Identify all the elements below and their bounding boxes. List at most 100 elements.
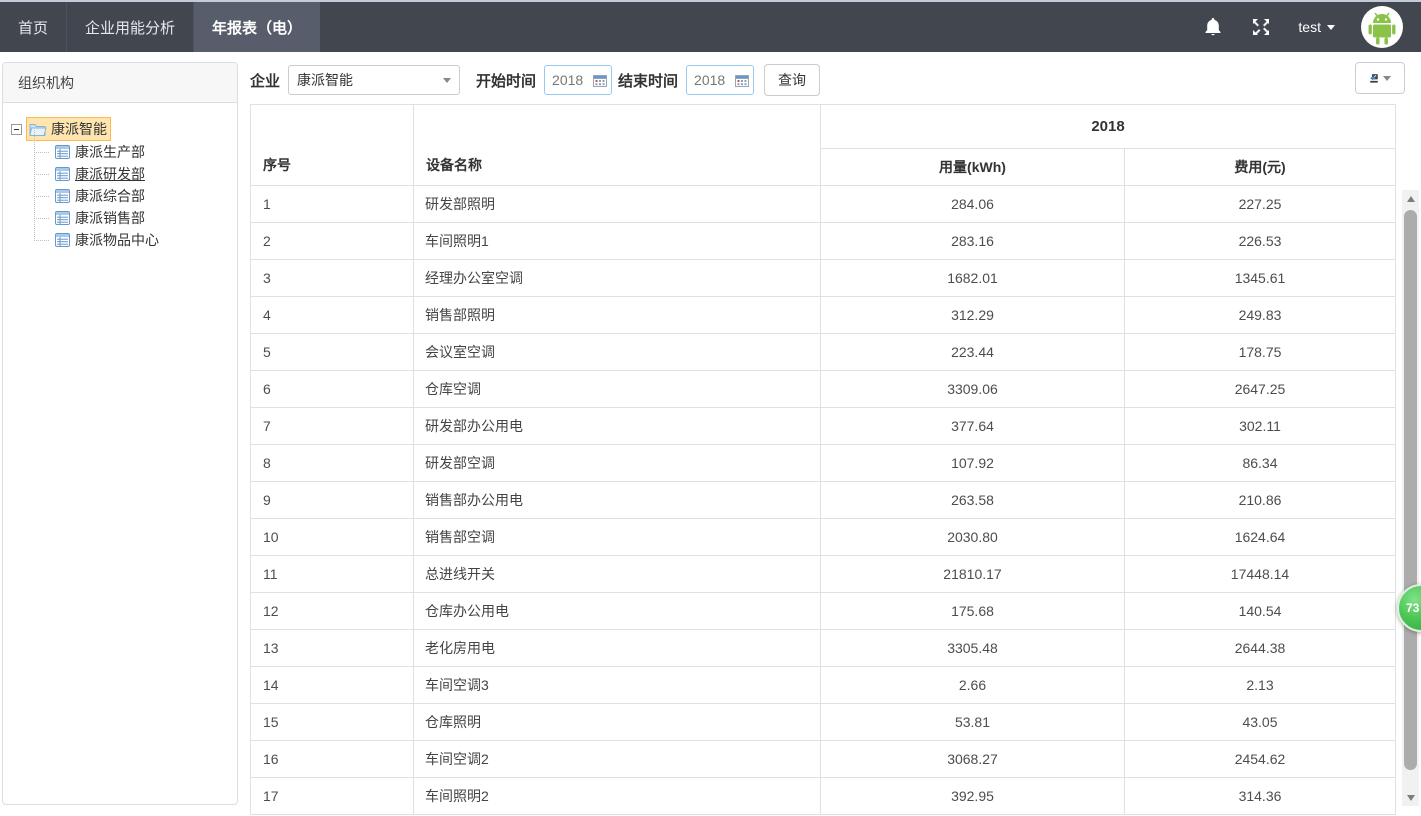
tree-node-label: 康派研发部	[75, 166, 145, 182]
calendar-icon[interactable]	[593, 74, 608, 87]
end-year-input[interactable]: 2018	[686, 65, 755, 95]
cell-usage: 3305.48	[820, 629, 1125, 667]
enterprise-select[interactable]: 康派智能	[288, 65, 461, 95]
cell-usage: 3068.27	[820, 740, 1125, 778]
cell-device: 研发部空调	[413, 444, 821, 482]
table-row: 1 研发部照明 284.06 227.25	[250, 185, 1396, 223]
cell-cost: 210.86	[1124, 481, 1396, 519]
nav-tab-0[interactable]: 首页	[0, 2, 68, 52]
tree-node-1[interactable]: 康派研发部	[25, 152, 237, 185]
cell-device: 仓库空调	[413, 370, 821, 408]
nav-tab-1[interactable]: 企业用能分析	[67, 2, 195, 52]
chevron-down-icon	[1383, 75, 1391, 81]
cell-cost: 86.34	[1124, 444, 1396, 482]
scroll-down-button[interactable]	[1402, 789, 1419, 806]
calendar-icon[interactable]	[735, 74, 750, 87]
cell-device: 研发部办公用电	[413, 407, 821, 445]
start-year-value: 2018	[552, 72, 584, 88]
cell-cost: 1624.64	[1124, 518, 1396, 556]
table-row: 7 研发部办公用电 377.64 302.11	[250, 407, 1396, 445]
enterprise-select-value: 康派智能	[297, 72, 354, 88]
cell-no: 17	[250, 777, 414, 815]
tree-node-2[interactable]: 康派综合部	[25, 174, 237, 207]
cell-device: 销售部照明	[413, 296, 821, 334]
cell-no: 8	[250, 444, 414, 482]
tree-node-0[interactable]: 康派生产部	[25, 130, 237, 163]
table-row: 11 总进线开关 21810.17 17448.14	[250, 555, 1396, 593]
fullscreen-icon[interactable]	[1250, 16, 1272, 38]
cell-no: 14	[250, 666, 414, 704]
tree-node-label: 康派综合部	[75, 188, 145, 204]
document-icon	[55, 145, 70, 159]
table-row: 8 研发部空调 107.92 86.34	[250, 444, 1396, 482]
top-navbar: 首页 企业用能分析 年报表（电） test	[0, 0, 1421, 52]
annual-report-table: 序号 设备名称 2018 用量(kWh) 费用(元) 1 研发部照明 284.06 2…	[250, 104, 1396, 815]
tree-node-root[interactable]: 康派智能	[26, 117, 111, 141]
cell-no: 2	[250, 222, 414, 260]
end-year-value: 2018	[694, 72, 726, 88]
vertical-scrollbar[interactable]	[1402, 190, 1419, 806]
cell-device: 老化房用电	[413, 629, 821, 667]
nav-tab-2[interactable]: 年报表（电）	[194, 2, 321, 52]
tree-node-3[interactable]: 康派销售部	[25, 196, 237, 229]
cell-no: 15	[250, 703, 414, 741]
collapse-toggle-icon[interactable]	[11, 123, 22, 135]
cell-cost: 140.54	[1124, 592, 1396, 630]
cell-usage: 223.44	[820, 333, 1125, 371]
enterprise-label: 企业	[250, 72, 281, 90]
scroll-up-button[interactable]	[1402, 190, 1419, 207]
cell-usage: 21810.17	[820, 555, 1125, 593]
start-year-input[interactable]: 2018	[544, 65, 613, 95]
table-row: 16 车间空调2 3068.27 2454.62	[250, 740, 1396, 778]
cell-usage: 175.68	[820, 592, 1125, 630]
cell-cost: 2454.62	[1124, 740, 1396, 778]
cell-cost: 17448.14	[1124, 555, 1396, 593]
tree-node-4[interactable]: 康派物品中心	[25, 218, 237, 251]
cell-usage: 107.92	[820, 444, 1125, 482]
table-row: 2 车间照明1 283.16 226.53	[250, 222, 1396, 260]
cell-usage: 2.66	[820, 666, 1125, 704]
table-row: 12 仓库办公用电 175.68 140.54	[250, 592, 1396, 630]
table-row: 9 销售部办公用电 263.58 210.86	[250, 481, 1396, 519]
cell-no: 11	[250, 555, 414, 593]
export-button[interactable]	[1355, 62, 1405, 94]
tree-children: 康派生产部康派研发部康派综合部 康派销售部康派物品中心	[25, 130, 237, 251]
cell-cost: 227.25	[1124, 185, 1396, 223]
filter-toolbar: 企业 康派智能 开始时间 2018 结束时间 2018	[250, 62, 1421, 98]
cell-no: 5	[250, 333, 414, 371]
tree-node-label: 康派物品中心	[75, 232, 159, 248]
sidebar-title: 组织机构	[3, 63, 237, 103]
table-row: 5 会议室空调 223.44 178.75	[250, 333, 1396, 371]
cell-cost: 302.11	[1124, 407, 1396, 445]
query-button[interactable]: 查询	[764, 64, 821, 96]
android-avatar[interactable]	[1361, 6, 1403, 48]
cell-usage: 2030.80	[820, 518, 1125, 556]
cell-no: 7	[250, 407, 414, 445]
cell-device: 研发部照明	[413, 185, 821, 223]
cell-no: 1	[250, 185, 414, 223]
tree-node-label: 康派生产部	[75, 144, 145, 160]
cell-device: 总进线开关	[413, 555, 821, 593]
cell-no: 16	[250, 740, 414, 778]
cell-device: 车间空调3	[413, 666, 821, 704]
cell-no: 9	[250, 481, 414, 519]
cell-usage: 3309.06	[820, 370, 1125, 408]
document-icon	[55, 233, 70, 247]
cell-cost: 2.13	[1124, 666, 1396, 704]
bell-icon[interactable]	[1202, 16, 1224, 38]
cell-cost: 1345.61	[1124, 259, 1396, 297]
export-icon	[1370, 73, 1378, 83]
col-header-year: 2018	[820, 104, 1396, 149]
table-row: 6 仓库空调 3309.06 2647.25	[250, 370, 1396, 408]
cell-cost: 314.36	[1124, 777, 1396, 815]
table-row: 13 老化房用电 3305.48 2644.38	[250, 629, 1396, 667]
user-menu[interactable]: test	[1298, 19, 1335, 35]
scrollbar-thumb[interactable]	[1404, 210, 1417, 770]
cell-no: 10	[250, 518, 414, 556]
floating-badge-text: 73	[1406, 601, 1420, 615]
cell-device: 车间空调2	[413, 740, 821, 778]
chevron-down-icon	[1327, 24, 1335, 30]
nav-tabs: 首页 企业用能分析 年报表（电）	[0, 2, 321, 52]
cell-usage: 377.64	[820, 407, 1125, 445]
cell-device: 仓库办公用电	[413, 592, 821, 630]
